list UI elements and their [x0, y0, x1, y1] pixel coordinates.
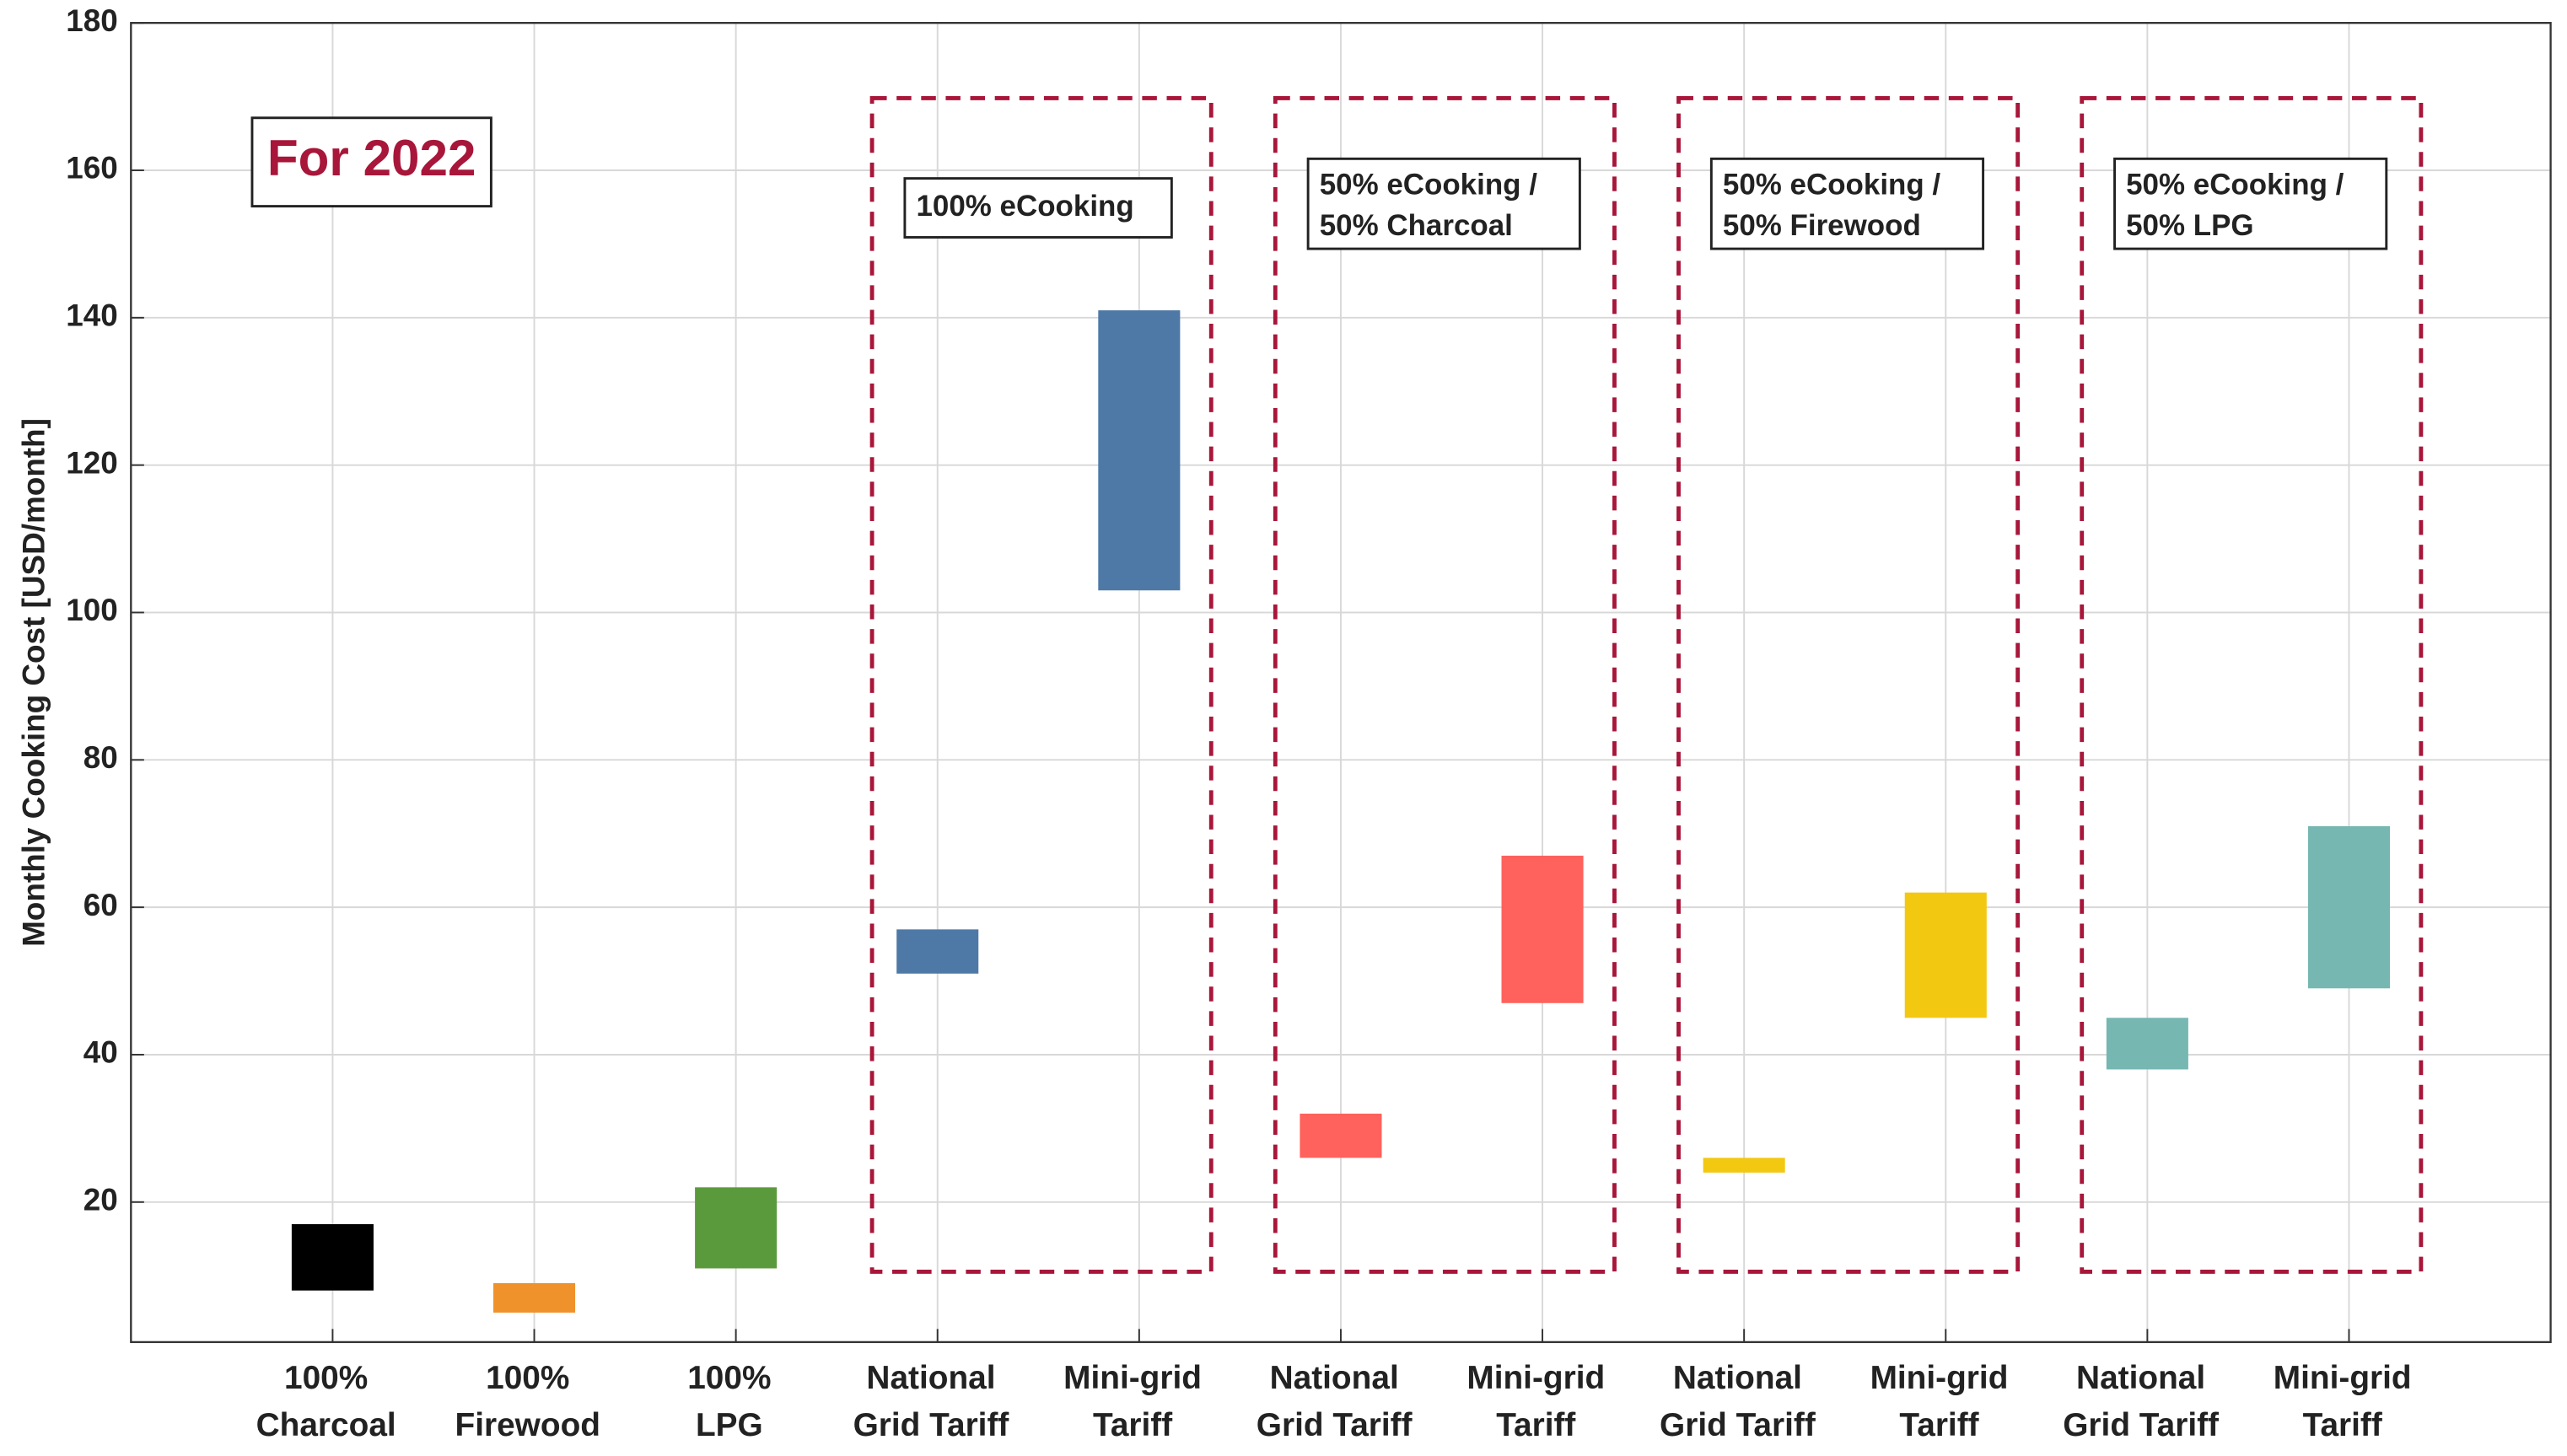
- y-tick-label: 140: [66, 298, 118, 333]
- group-label: 50% eCooking /: [2126, 169, 2344, 201]
- group-label-box: [903, 177, 1173, 239]
- plot-frame: [130, 22, 2552, 1344]
- group-label: 100% eCooking: [916, 190, 1133, 223]
- annotation-box: [250, 116, 492, 208]
- bar: [1098, 310, 1181, 591]
- x-tick-label: Mini-grid: [1063, 1360, 1202, 1396]
- y-tick-label: 60: [83, 888, 118, 922]
- x-tick-label: Mini-grid: [1870, 1360, 2009, 1396]
- bar: [695, 1187, 778, 1269]
- bar: [2307, 825, 2391, 989]
- bar: [2106, 1018, 2188, 1070]
- group-box: [869, 96, 1214, 1274]
- group-label-box: [2113, 157, 2388, 250]
- group-label: 50% eCooking /: [1723, 169, 1941, 201]
- group-box: [2080, 96, 2424, 1274]
- x-tick-label: Charcoal: [256, 1407, 396, 1443]
- x-tick-label: National: [2076, 1360, 2205, 1396]
- group-label-box: [1306, 157, 1581, 250]
- group-label: 50% eCooking /: [1320, 169, 1538, 201]
- x-tick-label: Tariff: [1899, 1407, 1978, 1443]
- x-tick-label: National: [1270, 1360, 1399, 1396]
- x-tick-label: Grid Tariff: [2063, 1407, 2219, 1443]
- group-label: 50% Firewood: [1723, 209, 1921, 242]
- group-label-box: [1709, 157, 1985, 250]
- bar: [291, 1224, 374, 1291]
- bar: [1300, 1113, 1382, 1158]
- x-tick-label: LPG: [696, 1407, 763, 1443]
- x-tick-label: 100%: [687, 1360, 771, 1396]
- y-tick-label: 100: [66, 593, 118, 627]
- y-tick-label: 40: [83, 1035, 118, 1070]
- x-tick-label: Grid Tariff: [1660, 1407, 1816, 1443]
- bar: [1904, 892, 1987, 1018]
- x-tick-label: National: [1673, 1360, 1802, 1396]
- bar: [1703, 1158, 1785, 1173]
- x-tick-label: Firewood: [455, 1407, 601, 1443]
- marks: [291, 310, 2391, 1313]
- group-label: 50% Charcoal: [1320, 209, 1513, 242]
- annotation: For 2022: [267, 130, 476, 186]
- x-tick-label: Tariff: [2303, 1407, 2382, 1443]
- x-tick-label: Mini-grid: [1466, 1360, 1605, 1396]
- y-tick-label: 80: [83, 740, 118, 775]
- group-box: [1273, 96, 1617, 1274]
- x-tick-label: 100%: [486, 1360, 569, 1396]
- y-tick-label: 20: [83, 1183, 118, 1217]
- x-tick-label: Tariff: [1496, 1407, 1575, 1443]
- x-tick-label: Grid Tariff: [853, 1407, 1009, 1443]
- x-tick-label: Tariff: [1093, 1407, 1172, 1443]
- group-label: 50% LPG: [2126, 209, 2253, 242]
- x-tick-label: National: [866, 1360, 995, 1396]
- x-tick-label: Mini-grid: [2274, 1360, 2412, 1396]
- group-box: [1676, 96, 2021, 1274]
- bar: [1501, 855, 1584, 1003]
- x-tick-label: 100%: [284, 1360, 368, 1396]
- y-tick-label: 160: [66, 151, 118, 185]
- bar: [896, 929, 979, 974]
- x-tick-label: Grid Tariff: [1257, 1407, 1413, 1443]
- y-axis-label: Monthly Cooking Cost [USD/month]: [16, 418, 51, 947]
- bar: [492, 1282, 576, 1313]
- y-tick-label: 120: [66, 445, 118, 480]
- y-tick-label: 180: [66, 3, 118, 38]
